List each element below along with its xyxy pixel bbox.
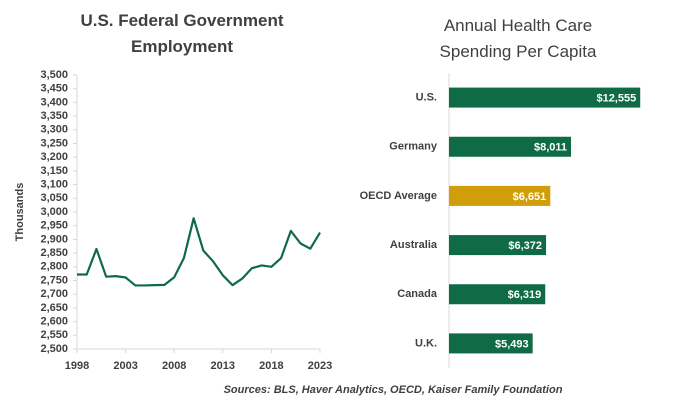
y-tick-label: 3,300 xyxy=(40,124,68,136)
y-tick-label: 2,500 xyxy=(40,343,68,355)
y-tick-label: 3,400 xyxy=(40,96,68,108)
y-tick-label: Australia xyxy=(390,239,438,251)
x-tick-label: 2018 xyxy=(259,360,283,372)
y-tick-label: 3,150 xyxy=(40,165,68,177)
y-tick-label: Germany xyxy=(389,141,438,153)
value-label: $5,493 xyxy=(495,338,529,350)
y-tick-label: 2,750 xyxy=(40,274,68,286)
y-tick-label: 2,550 xyxy=(40,329,68,341)
y-tick-label: 3,200 xyxy=(40,151,68,163)
bar xyxy=(449,235,547,256)
value-label: $8,011 xyxy=(534,142,567,154)
y-tick-label: 3,100 xyxy=(40,179,68,191)
x-tick-label: 2023 xyxy=(308,360,332,372)
y-tick-label: 3,450 xyxy=(40,83,68,95)
x-tick-label: 2013 xyxy=(211,360,235,372)
y-tick-label: U.S. xyxy=(416,91,437,103)
chart-title: Annual Health Care Spending Per Capita xyxy=(440,16,597,61)
x-tick-label: 2008 xyxy=(162,360,186,372)
source-note: Sources: BLS, Haver Analytics, OECD, Kai… xyxy=(224,384,563,396)
y-tick-label: 2,650 xyxy=(40,302,68,314)
y-tick-label: U.K. xyxy=(415,337,437,349)
bar xyxy=(449,136,572,157)
chart-title: U.S. Federal Government Employment xyxy=(80,11,283,56)
y-tick-label: Canada xyxy=(397,288,438,300)
bar xyxy=(449,284,546,305)
y-tick-label: 3,050 xyxy=(40,192,68,204)
line-series xyxy=(77,217,321,287)
value-label: $6,372 xyxy=(508,240,542,252)
value-label: $6,651 xyxy=(513,191,547,203)
value-label: $12,555 xyxy=(596,92,636,104)
bar xyxy=(449,333,533,354)
y-tick-label: 3,350 xyxy=(40,110,68,122)
y-tick-label: 2,900 xyxy=(40,233,68,245)
y-tick-label: 3,250 xyxy=(40,137,68,149)
y-tick-label: 2,800 xyxy=(40,261,68,273)
y-tick-label: 2,600 xyxy=(40,316,68,328)
bar xyxy=(449,87,641,108)
y-tick-label: 3,500 xyxy=(40,69,68,81)
x-tick-label: 2003 xyxy=(113,360,137,372)
value-label: $6,319 xyxy=(508,289,542,301)
y-tick-label: 2,850 xyxy=(40,247,68,259)
bar xyxy=(449,185,551,206)
y-tick-label: 2,700 xyxy=(40,288,68,300)
x-tick-label: 1998 xyxy=(65,360,89,372)
y-tick-label: 3,000 xyxy=(40,206,68,218)
y-axis-label: Thousands xyxy=(14,183,26,242)
y-tick-label: OECD Average xyxy=(360,190,437,202)
y-tick-label: 2,950 xyxy=(40,220,68,232)
